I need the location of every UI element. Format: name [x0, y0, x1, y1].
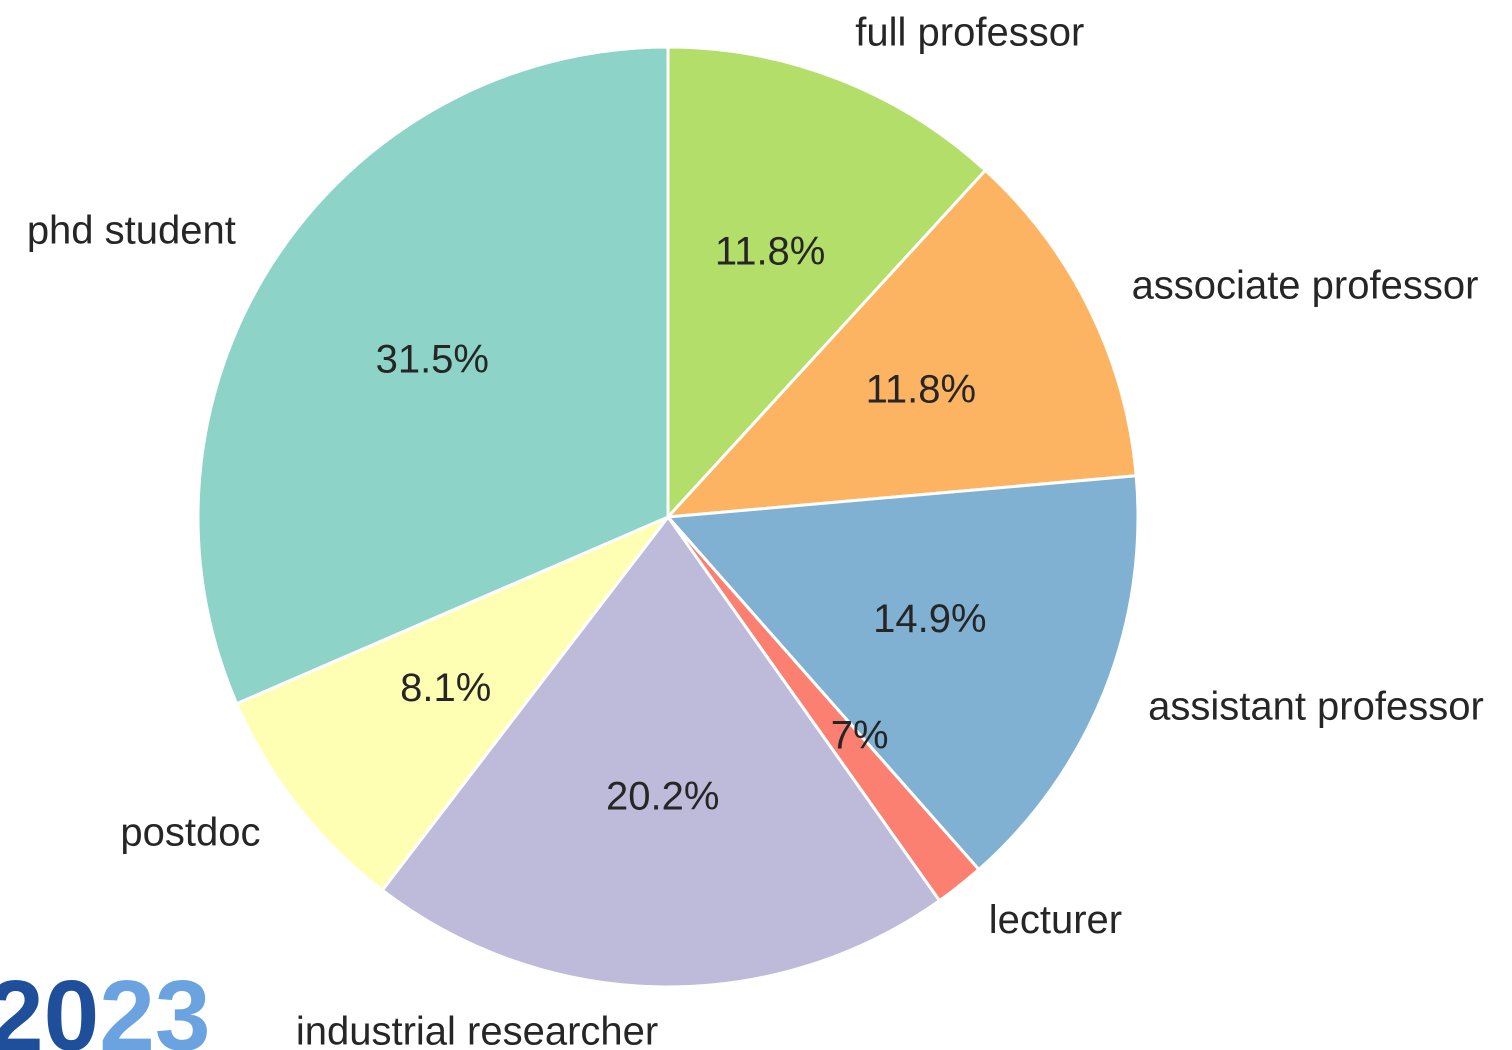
- value-label: 8.1%: [400, 666, 491, 710]
- value-label: 31.5%: [376, 338, 489, 382]
- slice-label: lecturer: [989, 898, 1122, 942]
- pie-slice: [234, 513, 673, 893]
- slice-label: full professor: [855, 11, 1084, 55]
- value-label: 14.9%: [873, 597, 986, 641]
- watermark: 2023: [0, 960, 210, 1050]
- pie-slice: [666, 45, 988, 521]
- slice-label: industrial researcher: [296, 1009, 658, 1050]
- slice-label: associate professor: [1132, 264, 1479, 308]
- value-label: 20.2%: [606, 775, 719, 819]
- pie-slice: [196, 45, 670, 706]
- slice-label: phd student: [27, 209, 236, 253]
- slice-label: postdoc: [120, 811, 260, 855]
- value-label: 11.8%: [866, 368, 976, 412]
- value-label: 11.8%: [715, 230, 825, 274]
- pie-slice: [380, 514, 942, 989]
- pie-slice: [664, 474, 1140, 872]
- pie-slice: [664, 168, 1138, 519]
- slice-label: assistant professor: [1148, 684, 1484, 728]
